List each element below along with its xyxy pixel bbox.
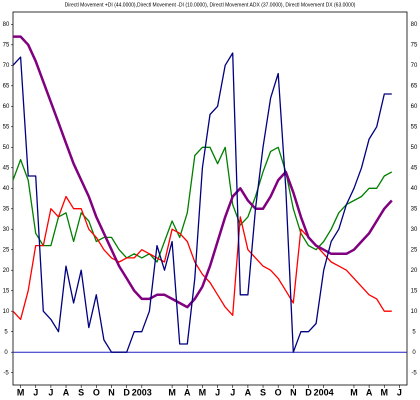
x-tick-label: M xyxy=(350,387,358,397)
y-tick-label-right: 35 xyxy=(411,206,418,212)
y-tick-label: 5 xyxy=(4,329,8,335)
x-tick-label: 2003 xyxy=(132,387,152,397)
x-tick-label: S xyxy=(260,387,266,397)
x-tick-label: O xyxy=(93,387,100,397)
x-tick-label: D xyxy=(123,387,130,397)
y-tick-label: 25 xyxy=(3,247,10,253)
x-tick-label: M xyxy=(381,387,389,397)
y-tick-label-right: 75 xyxy=(411,42,418,48)
x-tick-label: N xyxy=(290,387,297,397)
y-tick-label: 0 xyxy=(4,350,8,356)
x-tick-label: A xyxy=(245,387,252,397)
y-tick-label: 10 xyxy=(3,309,10,315)
x-tick-label: A xyxy=(366,387,373,397)
y-tick-label: 80 xyxy=(3,22,10,28)
x-tick-label: J xyxy=(48,387,53,397)
y-tick-label-right: 55 xyxy=(411,124,418,130)
x-tick-label: O xyxy=(275,387,282,397)
y-tick-label-right: 65 xyxy=(411,83,418,89)
y-tick-label-right: 50 xyxy=(411,145,418,151)
y-tick-label-right: 70 xyxy=(411,63,418,69)
y-tick-label-right: 30 xyxy=(411,227,418,233)
y-tick-label-right: 5 xyxy=(412,329,416,335)
y-tick-label: 45 xyxy=(3,165,10,171)
y-tick-label: 30 xyxy=(3,227,10,233)
y-tick-label-right: 0 xyxy=(412,350,416,356)
y-tick-label: 35 xyxy=(3,206,10,212)
series-line xyxy=(12,52,392,353)
x-tick-label: J xyxy=(397,387,402,397)
y-tick-label-right: -5 xyxy=(411,370,417,376)
y-tick-label-right: 40 xyxy=(411,186,418,192)
chart-title: Directl Movement +DI (44.0000),Directl M… xyxy=(65,2,356,8)
x-tick-label: A xyxy=(184,387,191,397)
plot-frame xyxy=(12,11,408,386)
y-tick-label-right: 15 xyxy=(411,288,418,294)
x-tick-label: A xyxy=(63,387,70,397)
x-tick-label: S xyxy=(78,387,84,397)
x-tick-label: D xyxy=(305,387,312,397)
y-tick-label: 75 xyxy=(3,42,10,48)
y-tick-label: 40 xyxy=(3,186,10,192)
y-tick-label: 15 xyxy=(3,288,10,294)
y-tick-label: 70 xyxy=(3,63,10,69)
y-tick-label: -5 xyxy=(3,370,9,376)
x-tick-label: M xyxy=(17,387,25,397)
y-tick-label-right: 60 xyxy=(411,104,418,110)
y-tick-label-right: 25 xyxy=(411,247,418,253)
series-line xyxy=(12,146,393,263)
x-tick-label: M xyxy=(168,387,176,397)
y-tick-label-right: 80 xyxy=(411,22,418,28)
y-tick-label: 55 xyxy=(3,124,10,130)
x-tick-label: J xyxy=(33,387,38,397)
y-tick-label-right: 10 xyxy=(411,309,418,315)
x-tick-label: J xyxy=(215,387,220,397)
y-tick-label: 60 xyxy=(3,104,10,110)
y-tick-label-right: 45 xyxy=(411,165,418,171)
x-tick-label: J xyxy=(230,387,235,397)
x-tick-label: M xyxy=(199,387,207,397)
x-tick-label: 2004 xyxy=(314,387,334,397)
y-tick-label: 50 xyxy=(3,145,10,151)
x-tick-label: N xyxy=(108,387,115,397)
y-tick-label: 20 xyxy=(3,268,10,274)
series-line xyxy=(12,195,392,321)
y-tick-label-right: 20 xyxy=(411,268,418,274)
y-tick-label: 65 xyxy=(3,83,10,89)
